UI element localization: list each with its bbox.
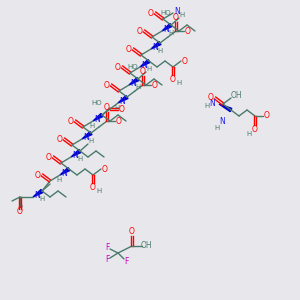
Text: N: N xyxy=(72,152,78,160)
Text: O: O xyxy=(137,26,143,35)
Text: N: N xyxy=(152,44,158,52)
Text: H: H xyxy=(39,196,45,202)
Text: O: O xyxy=(119,104,125,113)
Text: O: O xyxy=(152,80,158,89)
Polygon shape xyxy=(219,104,232,112)
Text: H: H xyxy=(214,125,220,131)
Text: H: H xyxy=(205,103,210,109)
Text: O: O xyxy=(35,170,41,179)
Text: O: O xyxy=(185,26,191,35)
Text: N: N xyxy=(141,61,147,70)
Text: O: O xyxy=(148,8,154,17)
Text: H: H xyxy=(158,48,163,54)
Text: O: O xyxy=(104,103,110,112)
Text: N: N xyxy=(130,80,136,88)
Text: O: O xyxy=(126,44,132,53)
Text: H: H xyxy=(176,80,181,86)
Text: O: O xyxy=(90,184,96,193)
Text: H: H xyxy=(179,12,184,18)
Text: H: H xyxy=(77,156,83,162)
Text: N: N xyxy=(34,191,40,200)
Text: N: N xyxy=(174,8,180,16)
Polygon shape xyxy=(162,23,172,31)
Text: H: H xyxy=(168,30,174,36)
Polygon shape xyxy=(93,113,103,121)
Polygon shape xyxy=(118,95,128,103)
Text: O: O xyxy=(116,116,122,125)
Text: F: F xyxy=(105,244,109,253)
Text: O: O xyxy=(170,76,176,85)
Text: HO: HO xyxy=(160,10,171,16)
Text: OH: OH xyxy=(140,242,152,250)
Text: O: O xyxy=(208,94,214,103)
Text: H: H xyxy=(88,138,94,144)
Text: H: H xyxy=(246,131,252,137)
Polygon shape xyxy=(140,59,150,67)
Text: O: O xyxy=(129,227,135,236)
Polygon shape xyxy=(60,167,70,175)
Text: O: O xyxy=(140,67,146,76)
Text: H: H xyxy=(146,66,152,72)
Text: O: O xyxy=(173,13,179,22)
Text: H: H xyxy=(96,188,102,194)
Text: O: O xyxy=(17,208,23,217)
Text: N: N xyxy=(119,98,125,106)
Text: O: O xyxy=(68,116,74,125)
Text: F: F xyxy=(124,256,128,266)
Text: H: H xyxy=(89,123,94,129)
Text: HO: HO xyxy=(92,100,102,106)
Text: OH: OH xyxy=(230,91,242,100)
Text: O: O xyxy=(252,125,258,134)
Text: N: N xyxy=(209,98,215,107)
Text: O: O xyxy=(182,56,188,65)
Text: N: N xyxy=(61,169,67,178)
Text: H: H xyxy=(114,105,120,111)
Text: N: N xyxy=(94,116,100,124)
Text: HO: HO xyxy=(128,64,138,70)
Polygon shape xyxy=(82,131,92,139)
Text: O: O xyxy=(46,152,52,161)
Text: F: F xyxy=(105,254,109,263)
Text: O: O xyxy=(102,164,108,173)
Text: O: O xyxy=(104,80,110,89)
Text: H: H xyxy=(56,177,61,183)
Text: N: N xyxy=(163,26,169,34)
Polygon shape xyxy=(129,77,139,85)
Text: N: N xyxy=(219,118,225,127)
Text: N: N xyxy=(83,134,89,142)
Text: O: O xyxy=(115,62,121,71)
Polygon shape xyxy=(33,190,43,197)
Text: O: O xyxy=(57,134,63,143)
Text: H: H xyxy=(135,84,141,90)
Polygon shape xyxy=(151,41,161,49)
Text: O: O xyxy=(264,112,270,121)
Polygon shape xyxy=(71,149,81,157)
